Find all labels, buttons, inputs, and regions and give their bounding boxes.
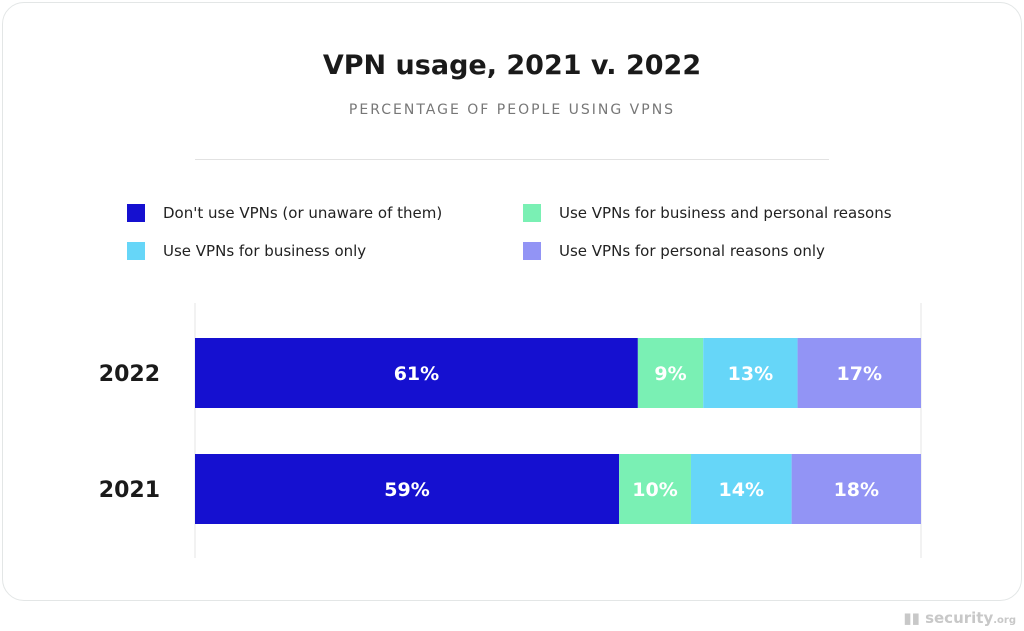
bar-segment	[791, 454, 921, 524]
watermark-logo: ▮▮ security.org	[903, 609, 1016, 627]
bar-segment	[619, 454, 691, 524]
legend-label: Don't use VPNs (or unaware of them)	[163, 204, 443, 222]
legend-swatch	[523, 204, 541, 222]
legend-swatch	[127, 204, 145, 222]
chart-subtitle: PERCENTAGE OF PEOPLE USING VPNS	[348, 102, 676, 118]
legend-item: Don't use VPNs (or unaware of them)	[127, 204, 442, 222]
legend-item: Use VPNs for business and personal reaso…	[523, 204, 892, 222]
data-label: 59%	[384, 479, 429, 501]
bar-segment	[637, 338, 704, 408]
data-label: 61%	[394, 363, 439, 385]
data-label: 17%	[837, 363, 882, 385]
category-label: 2022	[99, 362, 160, 387]
data-label: 18%	[834, 479, 879, 501]
data-label: 10%	[632, 479, 677, 501]
bar-segment	[195, 454, 620, 524]
chart-title: VPN usage, 2021 v. 2022	[322, 50, 702, 81]
bar-segment	[797, 338, 921, 408]
data-label: 13%	[728, 363, 773, 385]
legend-label: Use VPNs for business and personal reaso…	[559, 204, 892, 222]
data-label: 14%	[719, 479, 764, 501]
legend-swatch	[127, 242, 145, 260]
legend-swatch	[523, 242, 541, 260]
bar-segment	[703, 338, 798, 408]
legend-label: Use VPNs for business only	[163, 242, 367, 260]
data-label: 9%	[654, 363, 686, 385]
divider	[195, 159, 829, 160]
bar-segment	[195, 338, 638, 408]
category-label: 2021	[99, 478, 160, 503]
legend-item: Use VPNs for business only	[127, 242, 366, 260]
legend-label: Use VPNs for personal reasons only	[559, 242, 825, 260]
legend-item: Use VPNs for personal reasons only	[523, 242, 825, 260]
bar-segment	[690, 454, 792, 524]
